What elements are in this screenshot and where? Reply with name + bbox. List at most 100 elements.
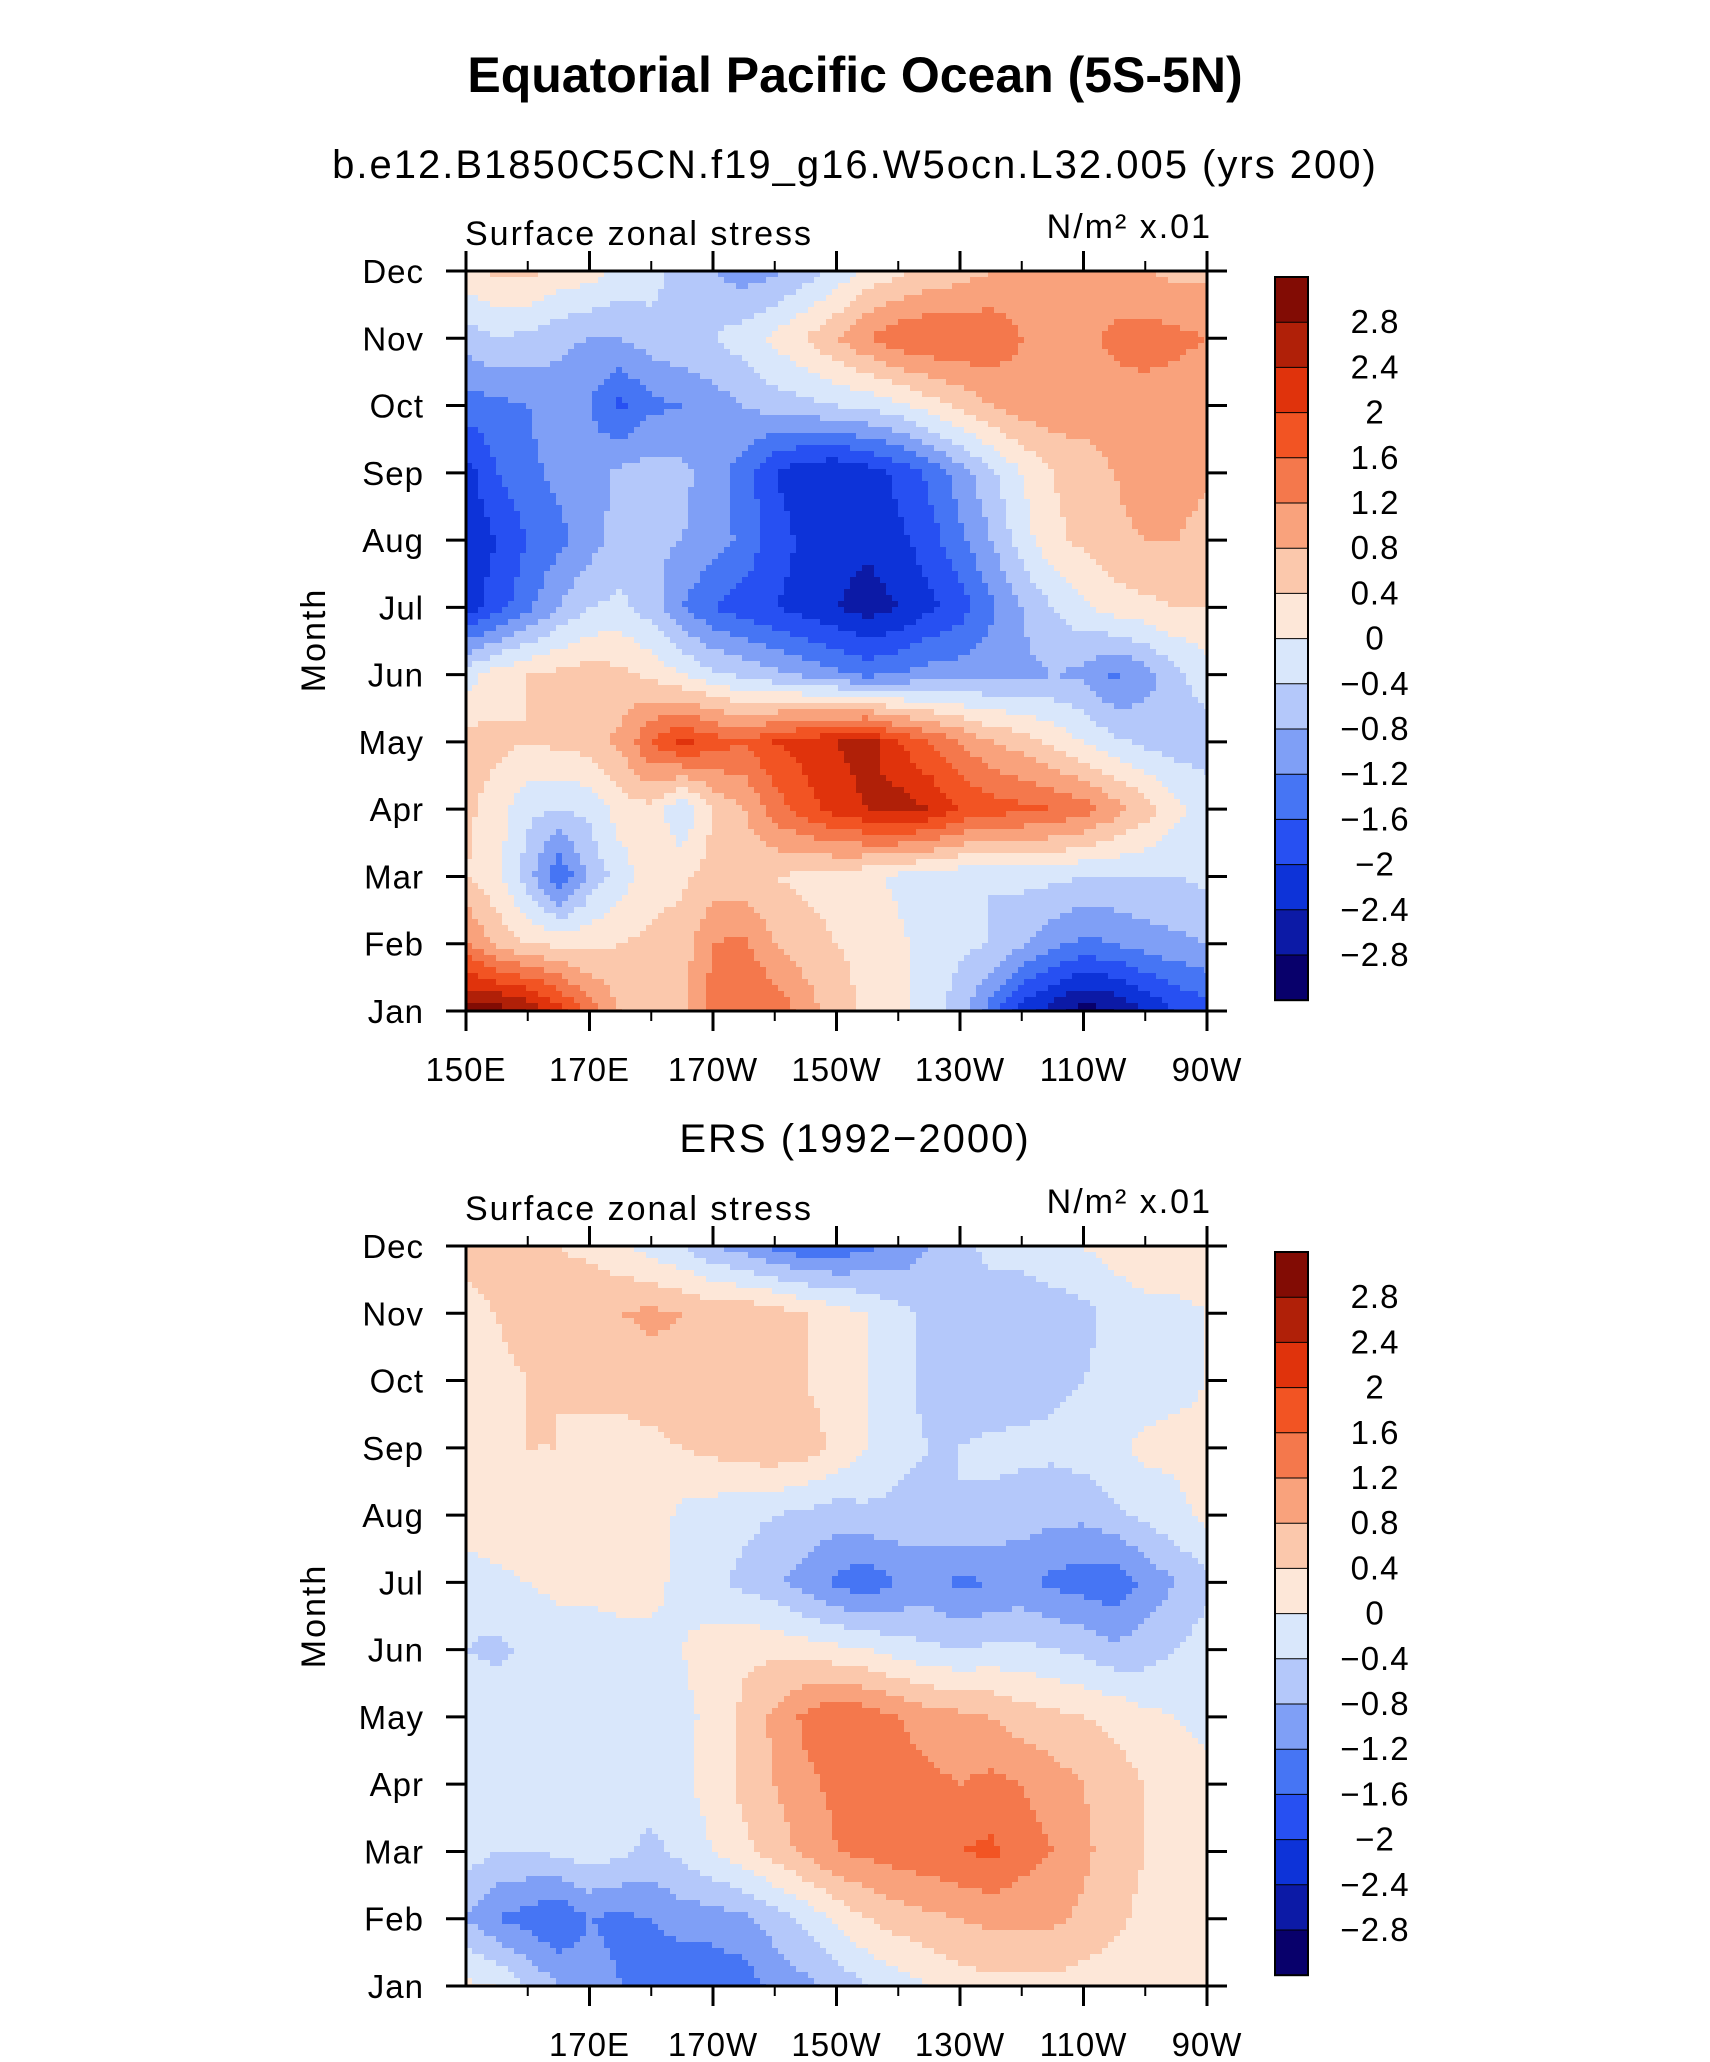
heatmap-cell <box>658 481 665 488</box>
heatmap-cell <box>1156 433 1163 440</box>
heatmap-cell <box>622 415 629 422</box>
heatmap-cell <box>862 475 869 482</box>
heatmap-cell <box>730 421 737 428</box>
heatmap-cell <box>658 337 665 344</box>
heatmap-cell <box>784 295 791 302</box>
heatmap-cell <box>814 301 821 308</box>
heatmap-cell <box>832 325 839 332</box>
heatmap-cell <box>694 451 701 458</box>
heatmap-cell <box>700 469 707 476</box>
heatmap-cell <box>760 439 767 446</box>
heatmap-cell <box>856 481 863 488</box>
heatmap-cell <box>778 337 785 344</box>
heatmap-cell <box>922 385 929 392</box>
heatmap-cell <box>1198 367 1205 374</box>
heatmap-cell <box>538 433 545 440</box>
heatmap-cell <box>850 481 857 488</box>
heatmap-cell <box>730 325 737 332</box>
heatmap-cell <box>922 499 929 506</box>
heatmap-cell <box>1174 421 1181 428</box>
heatmap-cell <box>1138 469 1145 476</box>
heatmap-cell <box>790 349 797 356</box>
heatmap-cell <box>1174 409 1181 416</box>
heatmap-cell <box>508 427 515 434</box>
heatmap-cell <box>1180 295 1187 302</box>
heatmap-cell <box>634 295 641 302</box>
heatmap-cell <box>970 397 977 404</box>
heatmap-cell <box>922 367 929 374</box>
heatmap-cell <box>718 463 725 470</box>
heatmap-cell <box>664 481 671 488</box>
heatmap-cell <box>1000 379 1007 386</box>
heatmap-cell <box>730 427 737 434</box>
heatmap-cell <box>586 289 593 296</box>
heatmap-cell <box>904 385 911 392</box>
heatmap-cell <box>892 283 899 290</box>
heatmap-cell <box>958 379 965 386</box>
heatmap-cell <box>754 277 761 284</box>
heatmap-cell <box>652 349 659 356</box>
heatmap-cell <box>670 313 677 320</box>
heatmap-cell <box>682 289 689 296</box>
heatmap-cell <box>574 493 581 500</box>
heatmap-cell <box>802 457 809 464</box>
heatmap-cell <box>646 481 653 488</box>
heatmap-cell <box>694 469 701 476</box>
heatmap-cell <box>562 415 569 422</box>
heatmap-cell <box>1162 433 1169 440</box>
heatmap-cell <box>1000 499 1007 506</box>
heatmap-cell <box>778 445 785 452</box>
heatmap-cell <box>946 391 953 398</box>
heatmap-cell <box>982 379 989 386</box>
heatmap-cell <box>886 313 893 320</box>
heatmap-cell <box>682 385 689 392</box>
heatmap-cell <box>550 451 557 458</box>
heatmap-cell <box>676 289 683 296</box>
heatmap-cell <box>610 433 617 440</box>
heatmap-cell <box>670 307 677 314</box>
heatmap-cell <box>820 409 827 416</box>
heatmap-cell <box>1144 301 1151 308</box>
heatmap-cell <box>1024 475 1031 482</box>
heatmap-cell <box>1072 481 1079 488</box>
heatmap-cell <box>940 271 947 278</box>
heatmap-cell <box>808 325 815 332</box>
heatmap-cell <box>670 499 677 506</box>
heatmap-cell <box>1060 343 1067 350</box>
heatmap-cell <box>790 403 797 410</box>
heatmap-cell <box>472 511 479 518</box>
heatmap-cell <box>1006 355 1013 362</box>
heatmap-cell <box>724 361 731 368</box>
heatmap-cell <box>490 505 497 512</box>
heatmap-cell <box>904 487 911 494</box>
heatmap-cell <box>796 487 803 494</box>
heatmap-cell <box>1102 445 1109 452</box>
heatmap-cell <box>748 397 755 404</box>
heatmap-cell <box>688 301 695 308</box>
heatmap-cell <box>1120 331 1127 338</box>
heatmap-cell <box>1132 319 1139 326</box>
heatmap-cell <box>550 367 557 374</box>
heatmap-cell <box>610 331 617 338</box>
heatmap-cell <box>736 277 743 284</box>
heatmap-cell <box>778 421 785 428</box>
heatmap-cell <box>556 493 563 500</box>
heatmap-cell <box>478 307 485 314</box>
heatmap-cell <box>472 463 479 470</box>
heatmap-cell <box>892 421 899 428</box>
heatmap-cell <box>898 427 905 434</box>
heatmap-cell <box>1066 481 1073 488</box>
heatmap-cell <box>724 505 731 512</box>
heatmap-cell <box>838 271 845 278</box>
heatmap-cell <box>496 457 503 464</box>
heatmap-cell <box>1006 469 1013 476</box>
heatmap-cell <box>1090 367 1097 374</box>
heatmap-cell <box>868 409 875 416</box>
heatmap-cell <box>904 409 911 416</box>
heatmap-cell <box>886 355 893 362</box>
heatmap-cell <box>628 325 635 332</box>
heatmap-cell <box>1126 361 1133 368</box>
heatmap-cell <box>646 445 653 452</box>
heatmap-cell <box>976 487 983 494</box>
heatmap-cell <box>1018 385 1025 392</box>
